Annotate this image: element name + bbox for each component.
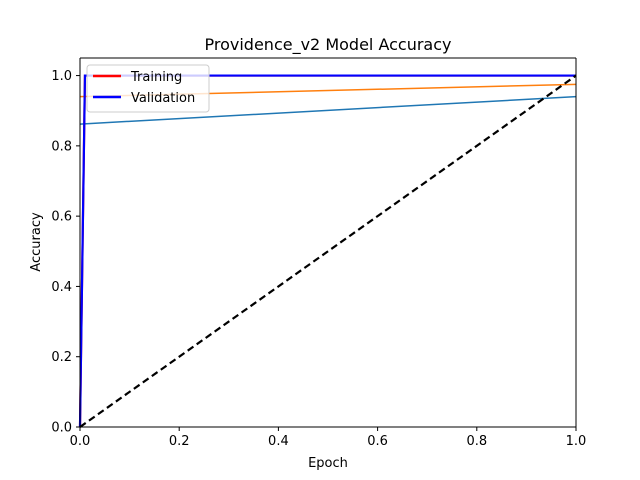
y-tick-label: 0.4 — [51, 280, 72, 295]
y-tick-label: 0.8 — [51, 139, 72, 154]
series-line-0 — [79, 95, 577, 125]
y-tick-label: 0.2 — [51, 350, 72, 365]
y-axis-label: Accuracy — [29, 212, 44, 272]
legend-entry-training: Training — [93, 70, 182, 85]
plot-background — [80, 58, 576, 427]
x-tick-label: 0.6 — [367, 434, 388, 449]
x-tick-label: 0.8 — [466, 434, 487, 449]
y-tick-label: 1.0 — [51, 69, 72, 84]
x-tick-label: 0.2 — [169, 434, 190, 449]
x-tick-label: 0.4 — [268, 434, 289, 449]
legend-entry-validation: Validation — [93, 91, 195, 106]
legend-label-validation: Validation — [131, 91, 195, 106]
axes-frame — [79, 57, 577, 428]
legend-label-training: Training — [130, 70, 182, 85]
series-line-4 — [79, 74, 577, 428]
plot-area — [80, 58, 576, 427]
x-axis-label: Epoch — [308, 456, 348, 471]
x-axis-ticks: 0.0 0.2 0.4 0.6 0.8 1.0 — [70, 427, 587, 449]
x-tick-label: 1.0 — [566, 434, 587, 449]
chart-title: Providence_v2 Model Accuracy — [205, 35, 452, 55]
series-line-validation — [78, 74, 576, 428]
legend: Training Validation — [86, 64, 210, 113]
y-tick-label: 0.6 — [51, 210, 72, 225]
y-axis-ticks: 0.0 0.2 0.4 0.6 0.8 1.0 — [51, 69, 80, 436]
y-tick-label: 0.0 — [51, 421, 72, 436]
x-tick-label: 0.0 — [70, 434, 91, 449]
